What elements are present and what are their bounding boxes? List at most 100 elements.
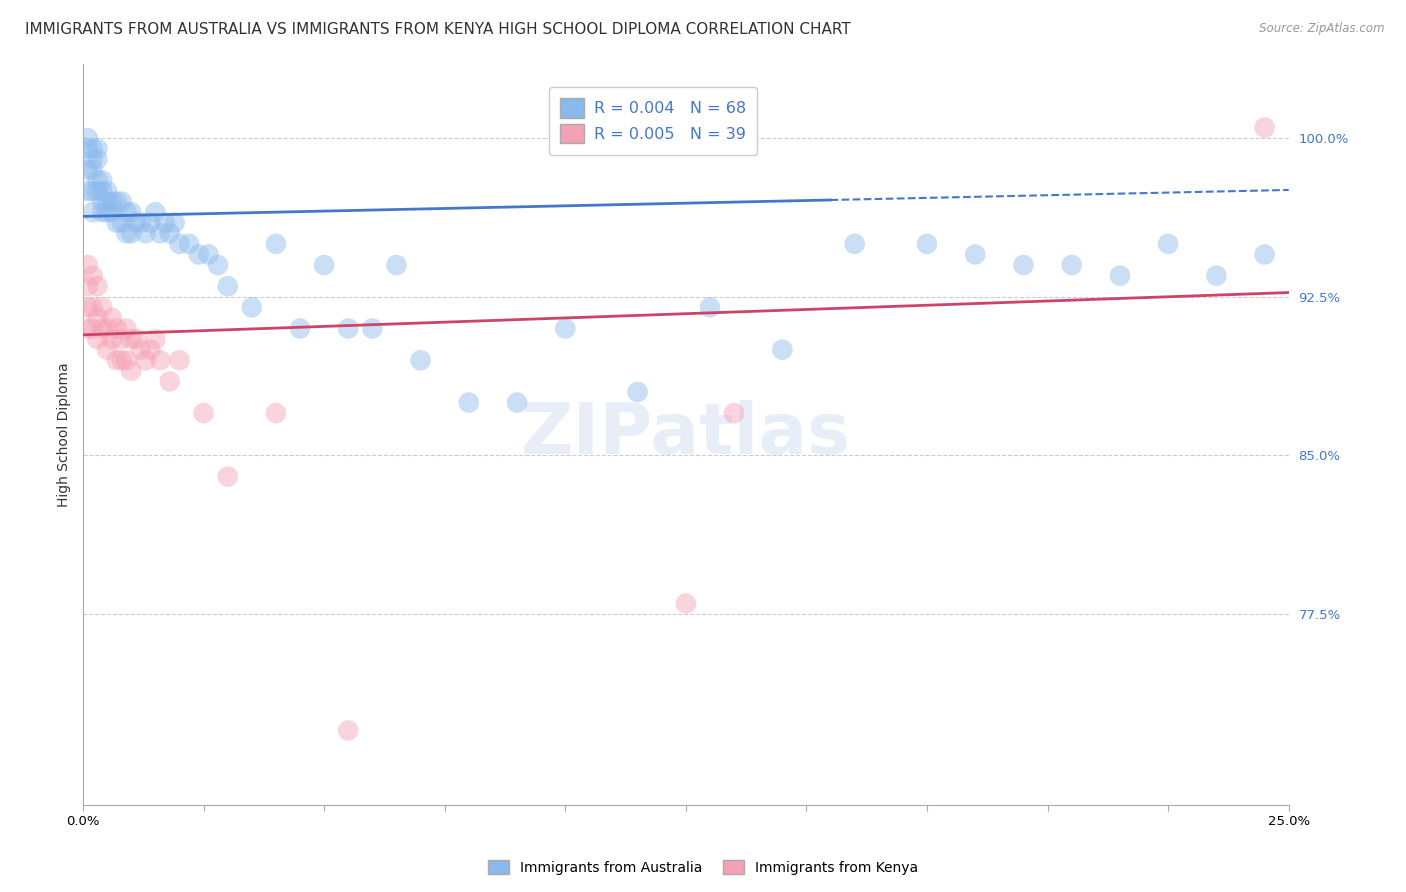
Point [76,142,98,156]
Point [82,153,104,167]
Point [91,301,114,315]
Point [627,384,650,399]
Point [135,227,157,241]
Point [110,332,132,346]
Point [82,301,104,315]
Point [91,184,114,198]
Point [91,321,114,335]
Point [96,343,118,357]
Point [143,332,166,346]
Point [143,205,166,219]
Point [96,205,118,219]
Text: ZIPatlas: ZIPatlas [520,400,851,469]
Point [139,343,162,357]
Point [337,321,360,335]
Point [120,364,142,378]
Point [264,406,287,420]
Point [699,301,721,315]
Point [135,353,157,368]
Point [770,343,793,357]
Point [105,216,128,230]
Point [554,321,576,335]
Point [96,321,118,335]
Point [96,194,118,209]
Point [82,162,104,177]
Point [120,205,142,219]
Point [120,332,142,346]
Point [723,406,745,420]
Point [149,353,172,368]
Point [105,353,128,368]
Point [675,597,697,611]
Point [76,279,98,293]
Point [361,321,384,335]
Point [101,332,124,346]
Point [86,153,108,167]
Point [76,301,98,315]
Point [82,321,104,335]
Point [177,236,200,251]
Point [101,194,124,209]
Point [207,258,229,272]
Point [1157,236,1180,251]
Text: Source: ZipAtlas.com: Source: ZipAtlas.com [1260,22,1385,36]
Point [159,227,181,241]
Point [76,184,98,198]
Point [169,353,191,368]
Point [105,321,128,335]
Point [91,173,114,187]
Point [187,247,209,261]
Point [506,395,529,409]
Point [217,279,239,293]
Point [110,216,132,230]
Point [288,321,311,335]
Point [153,216,176,230]
Legend: R = 0.004   N = 68, R = 0.005   N = 39: R = 0.004 N = 68, R = 0.005 N = 39 [550,87,758,154]
Point [149,227,172,241]
Point [86,173,108,187]
Point [314,258,336,272]
Point [163,216,186,230]
Point [86,184,108,198]
Point [86,310,108,325]
Point [965,247,987,261]
Point [82,268,104,283]
Point [120,227,142,241]
Point [193,406,215,420]
Point [82,184,104,198]
Point [129,216,152,230]
Point [125,216,148,230]
Y-axis label: High School Diploma: High School Diploma [58,362,72,507]
Point [82,142,104,156]
Point [1205,268,1227,283]
Point [1253,120,1275,135]
Point [86,279,108,293]
Point [115,321,138,335]
Point [385,258,408,272]
Point [76,131,98,145]
Point [110,353,132,368]
Point [1253,247,1275,261]
Point [115,205,138,219]
Point [1012,258,1035,272]
Point [264,236,287,251]
Point [197,247,219,261]
Point [159,375,181,389]
Point [1109,268,1132,283]
Point [139,216,162,230]
Point [844,236,866,251]
Text: IMMIGRANTS FROM AUSTRALIA VS IMMIGRANTS FROM KENYA HIGH SCHOOL DIPLOMA CORRELATI: IMMIGRANTS FROM AUSTRALIA VS IMMIGRANTS … [25,22,851,37]
Point [337,723,360,738]
Point [76,321,98,335]
Point [86,142,108,156]
Point [457,395,479,409]
Point [101,310,124,325]
Point [110,194,132,209]
Point [101,205,124,219]
Point [76,258,98,272]
Point [105,194,128,209]
Point [96,184,118,198]
Point [125,332,148,346]
Point [91,205,114,219]
Point [217,469,239,483]
